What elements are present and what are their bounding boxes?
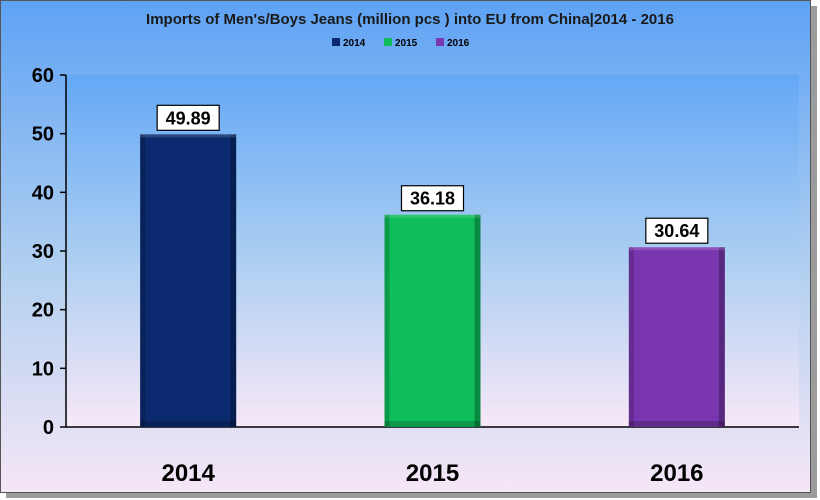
bar: [628, 247, 725, 427]
bar-bevel-top: [140, 134, 237, 138]
bar-bevel-top: [628, 247, 725, 251]
legend-item-2014: 2014: [332, 38, 366, 49]
frame-shadow-bottom: [6, 493, 817, 498]
x-tick-label: 2014: [161, 460, 215, 487]
data-label-box: [645, 217, 709, 244]
bar-bevel-left: [384, 214, 390, 427]
bar-bevel-bottom: [628, 421, 725, 427]
bar-bevel-right: [718, 247, 725, 427]
chart-title: Imports of Men's/Boys Jeans (million pcs…: [146, 11, 674, 28]
x-tick-label: 2016: [650, 460, 703, 487]
bar-bevel-top: [384, 214, 481, 218]
bar-2015: 36.18: [384, 185, 481, 427]
legend-label: 2015: [395, 38, 418, 49]
data-label: 30.64: [654, 221, 699, 241]
y-tick-label: 40: [32, 182, 54, 204]
legend-swatch: [384, 38, 392, 46]
y-tick-label: 30: [32, 241, 54, 263]
data-label: 49.89: [166, 108, 211, 128]
legend-label: 2014: [343, 38, 366, 49]
legend-swatch: [332, 38, 340, 46]
legend-item-2015: 2015: [384, 38, 418, 49]
y-tick-label: 10: [32, 358, 54, 380]
frame-shadow-right: [811, 6, 817, 498]
data-label-box: [400, 185, 465, 212]
data-label-box: [156, 104, 220, 131]
bars: 49.89 36.18 30.64: [140, 104, 725, 427]
x-axis-ticks: 2014 2015 2016: [161, 460, 703, 487]
bar-bevel-left: [140, 134, 146, 427]
legend-item-2016: 2016: [436, 38, 470, 49]
legend: 2014 2015 2016: [332, 38, 470, 49]
bar-bevel-bottom: [384, 421, 481, 427]
bar-bevel-bottom: [140, 421, 237, 427]
x-tick-label: 2015: [406, 460, 459, 487]
y-tick-label: 0: [43, 417, 54, 439]
y-axis-ticks: 0 10 20 30 40 50 60: [32, 65, 66, 439]
legend-label: 2016: [447, 38, 470, 49]
bar-bevel-right: [474, 214, 481, 427]
y-tick-label: 20: [32, 300, 54, 322]
bar: [384, 214, 481, 427]
data-label: 36.18: [410, 189, 455, 209]
y-tick-label: 60: [32, 65, 54, 87]
bar-bevel-right: [230, 134, 237, 427]
bar-2014: 49.89: [140, 104, 237, 427]
bar-2016: 30.64: [628, 217, 725, 427]
y-tick-label: 50: [32, 124, 54, 146]
legend-swatch: [436, 38, 444, 46]
bar: [140, 134, 237, 427]
bar-bevel-left: [628, 247, 634, 427]
